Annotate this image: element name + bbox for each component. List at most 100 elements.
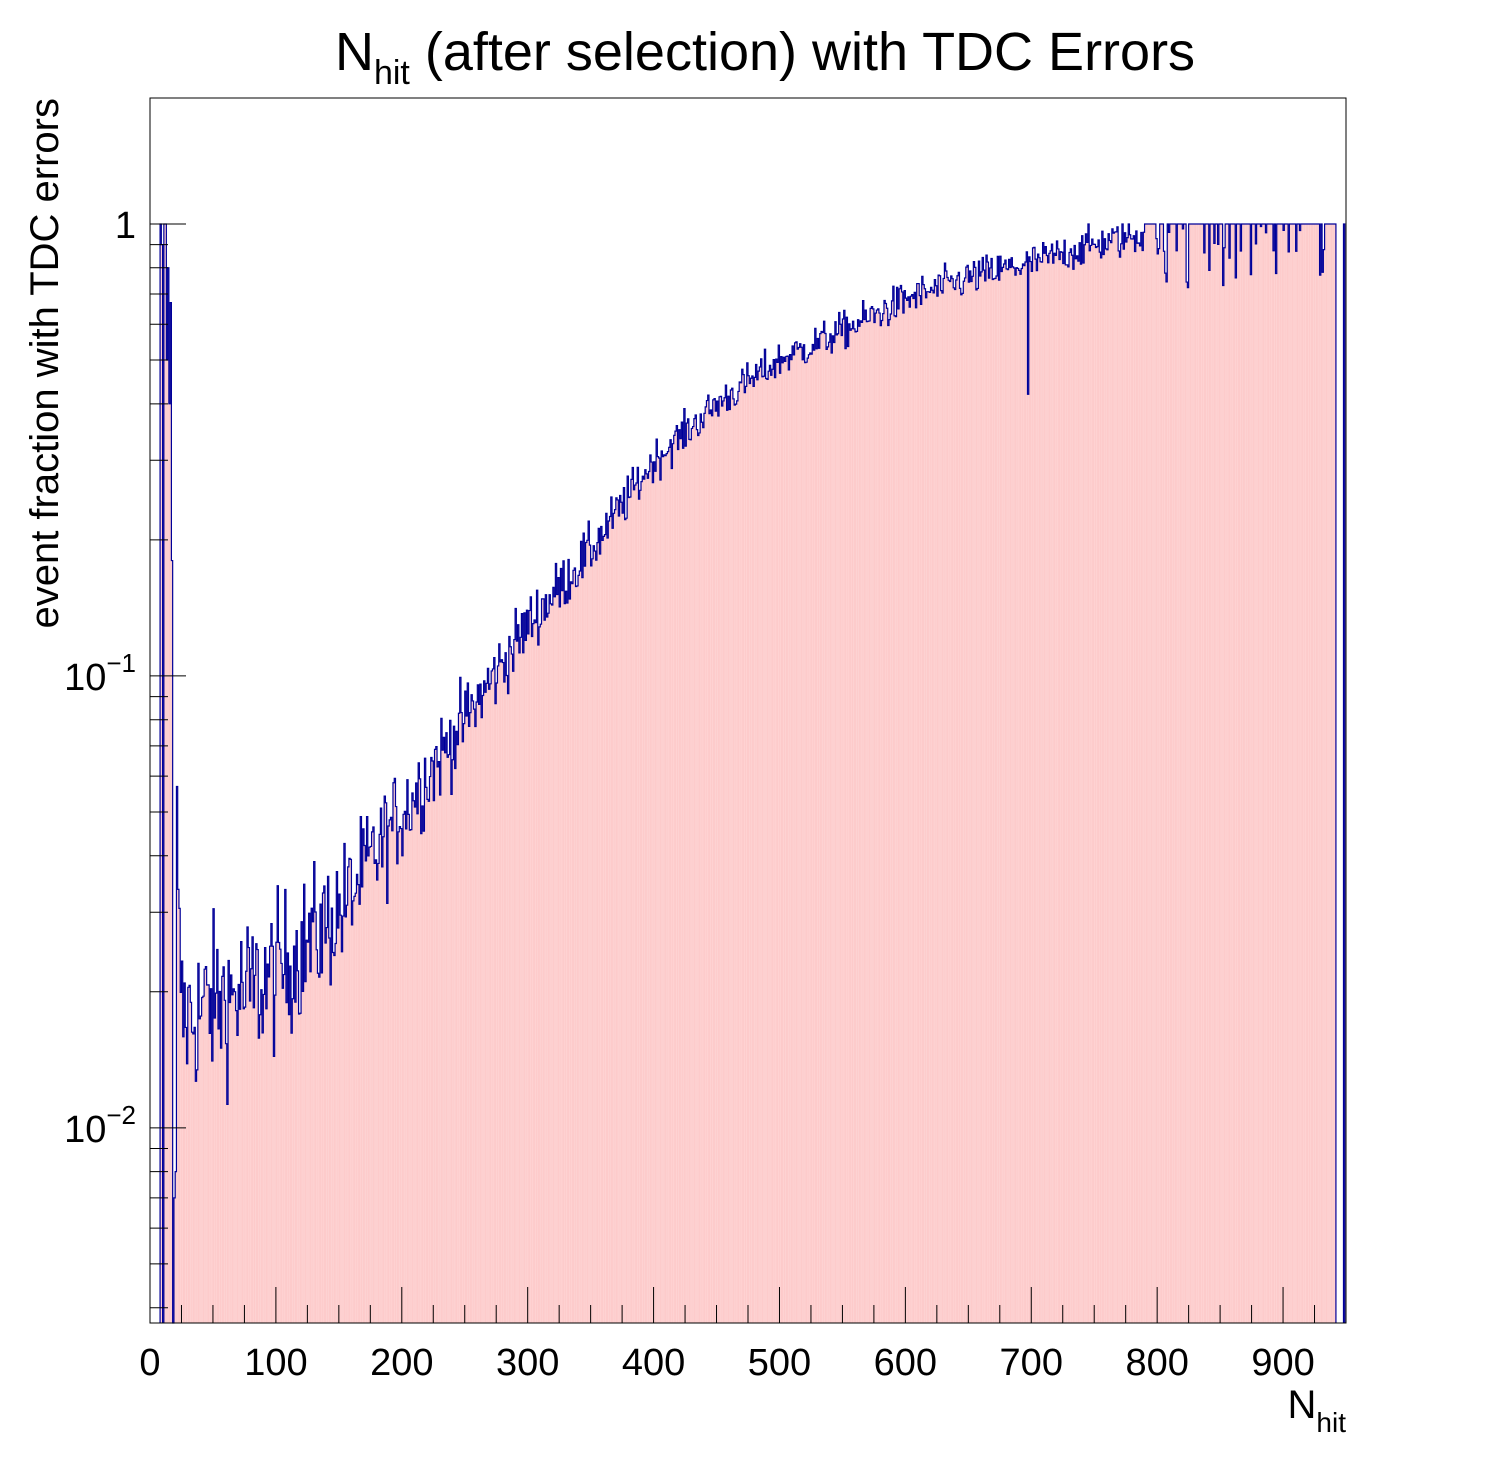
histogram-bar — [1091, 239, 1093, 1324]
histogram-bar — [338, 894, 341, 1323]
histogram-bar — [533, 619, 536, 1323]
histogram-bar — [916, 283, 918, 1324]
histogram-bar — [423, 831, 425, 1323]
histogram-bar — [215, 993, 217, 1323]
histogram-bar — [672, 443, 674, 1324]
histogram-bar — [285, 1002, 288, 1323]
histogram-bar — [347, 866, 349, 1323]
histogram-bar — [719, 396, 721, 1323]
histogram-bar — [876, 310, 878, 1323]
histogram-bar — [542, 598, 545, 1323]
histogram-bar — [304, 981, 307, 1323]
histogram-bar — [1211, 223, 1213, 1323]
histogram-bar — [216, 949, 218, 1323]
histogram-bar — [842, 318, 844, 1323]
histogram-bar — [219, 991, 221, 1323]
histogram-bar — [1144, 223, 1146, 1323]
histogram-bar — [635, 483, 638, 1323]
histogram-bar — [1012, 266, 1014, 1323]
histogram-bar — [1047, 262, 1049, 1324]
histogram-bar — [677, 449, 679, 1323]
histogram-bar — [892, 286, 895, 1323]
histogram-bar — [308, 913, 310, 1323]
histogram-bar — [384, 796, 386, 1323]
histogram-bar — [260, 989, 263, 1323]
histogram-bar — [613, 513, 615, 1323]
histogram-bar — [1241, 223, 1243, 1323]
histogram-bar — [758, 371, 760, 1323]
histogram-bar — [581, 577, 584, 1323]
histogram-bar — [975, 289, 978, 1324]
histogram-bar — [1115, 231, 1117, 1324]
histogram-bar — [933, 292, 935, 1324]
histogram-bar — [1244, 223, 1246, 1323]
x-tick-label: 600 — [874, 1342, 937, 1384]
histogram-bar — [612, 528, 614, 1323]
histogram-bar — [690, 439, 692, 1323]
histogram-bar — [284, 889, 286, 1323]
histogram-bar — [275, 942, 278, 1323]
histogram-bar — [972, 276, 974, 1323]
histogram-bar — [880, 325, 882, 1323]
histogram-bar — [1313, 223, 1315, 1323]
x-axis-label-main: N — [1288, 1383, 1317, 1427]
histogram-bar — [827, 346, 829, 1323]
histogram-bar — [1101, 231, 1104, 1324]
histogram-bar — [447, 757, 449, 1323]
histogram-bar — [210, 988, 212, 1323]
histogram-bar — [1223, 247, 1226, 1323]
histogram-bar — [528, 610, 531, 1323]
histogram-bar — [872, 308, 874, 1323]
histogram-bar — [439, 795, 441, 1323]
histogram-bar — [1001, 271, 1003, 1323]
histogram-bar — [778, 345, 780, 1323]
histogram-bar — [1033, 247, 1036, 1323]
histogram-bar — [803, 344, 805, 1324]
histogram-bar — [936, 296, 939, 1324]
histogram-bar — [249, 1001, 251, 1323]
histogram-bar — [878, 313, 881, 1323]
histogram-bar — [166, 360, 168, 1323]
histogram-bar — [750, 378, 752, 1323]
histogram-bar — [297, 970, 299, 1323]
histogram-bar — [761, 376, 764, 1324]
histogram-bar — [269, 946, 271, 1323]
histogram-bar — [914, 292, 916, 1323]
histogram-bar — [319, 904, 322, 1323]
histogram-bar — [1272, 250, 1275, 1324]
histogram-bar — [268, 976, 270, 1323]
histogram-bar — [760, 358, 762, 1323]
histogram-bar — [190, 1002, 192, 1323]
histogram-bar — [379, 834, 381, 1323]
histogram-bar — [1036, 270, 1038, 1324]
histogram-bar — [883, 300, 886, 1324]
histogram-bar — [858, 326, 861, 1323]
histogram-bar — [847, 346, 849, 1323]
histogram-bar — [703, 413, 706, 1323]
histogram-bar — [1328, 223, 1330, 1323]
histogram-bar — [988, 278, 990, 1323]
histogram-bar — [331, 908, 333, 1323]
histogram-bar — [805, 362, 808, 1324]
histogram-bar — [584, 566, 586, 1323]
histogram-bar — [1070, 248, 1072, 1324]
histogram-bar — [769, 365, 771, 1323]
histogram-bar — [435, 746, 438, 1323]
histogram-bar — [233, 988, 235, 1323]
histogram-bar — [1254, 223, 1256, 1323]
histogram-bar — [912, 298, 915, 1323]
histogram-bar — [224, 1000, 226, 1323]
histogram-bar — [1126, 237, 1129, 1323]
histogram-bar — [674, 431, 677, 1324]
histogram-bar — [724, 397, 726, 1324]
y-tick-label: 1 — [115, 205, 136, 247]
histogram-bar — [579, 570, 581, 1323]
histogram-bar — [1116, 226, 1119, 1324]
histogram-bar — [958, 272, 960, 1324]
histogram-bar — [1251, 223, 1253, 1323]
histogram-bar — [934, 279, 936, 1323]
histogram-bar — [1139, 245, 1141, 1323]
histogram-bar — [395, 806, 397, 1323]
histogram-bar — [838, 312, 840, 1323]
histogram-bar — [306, 940, 308, 1323]
